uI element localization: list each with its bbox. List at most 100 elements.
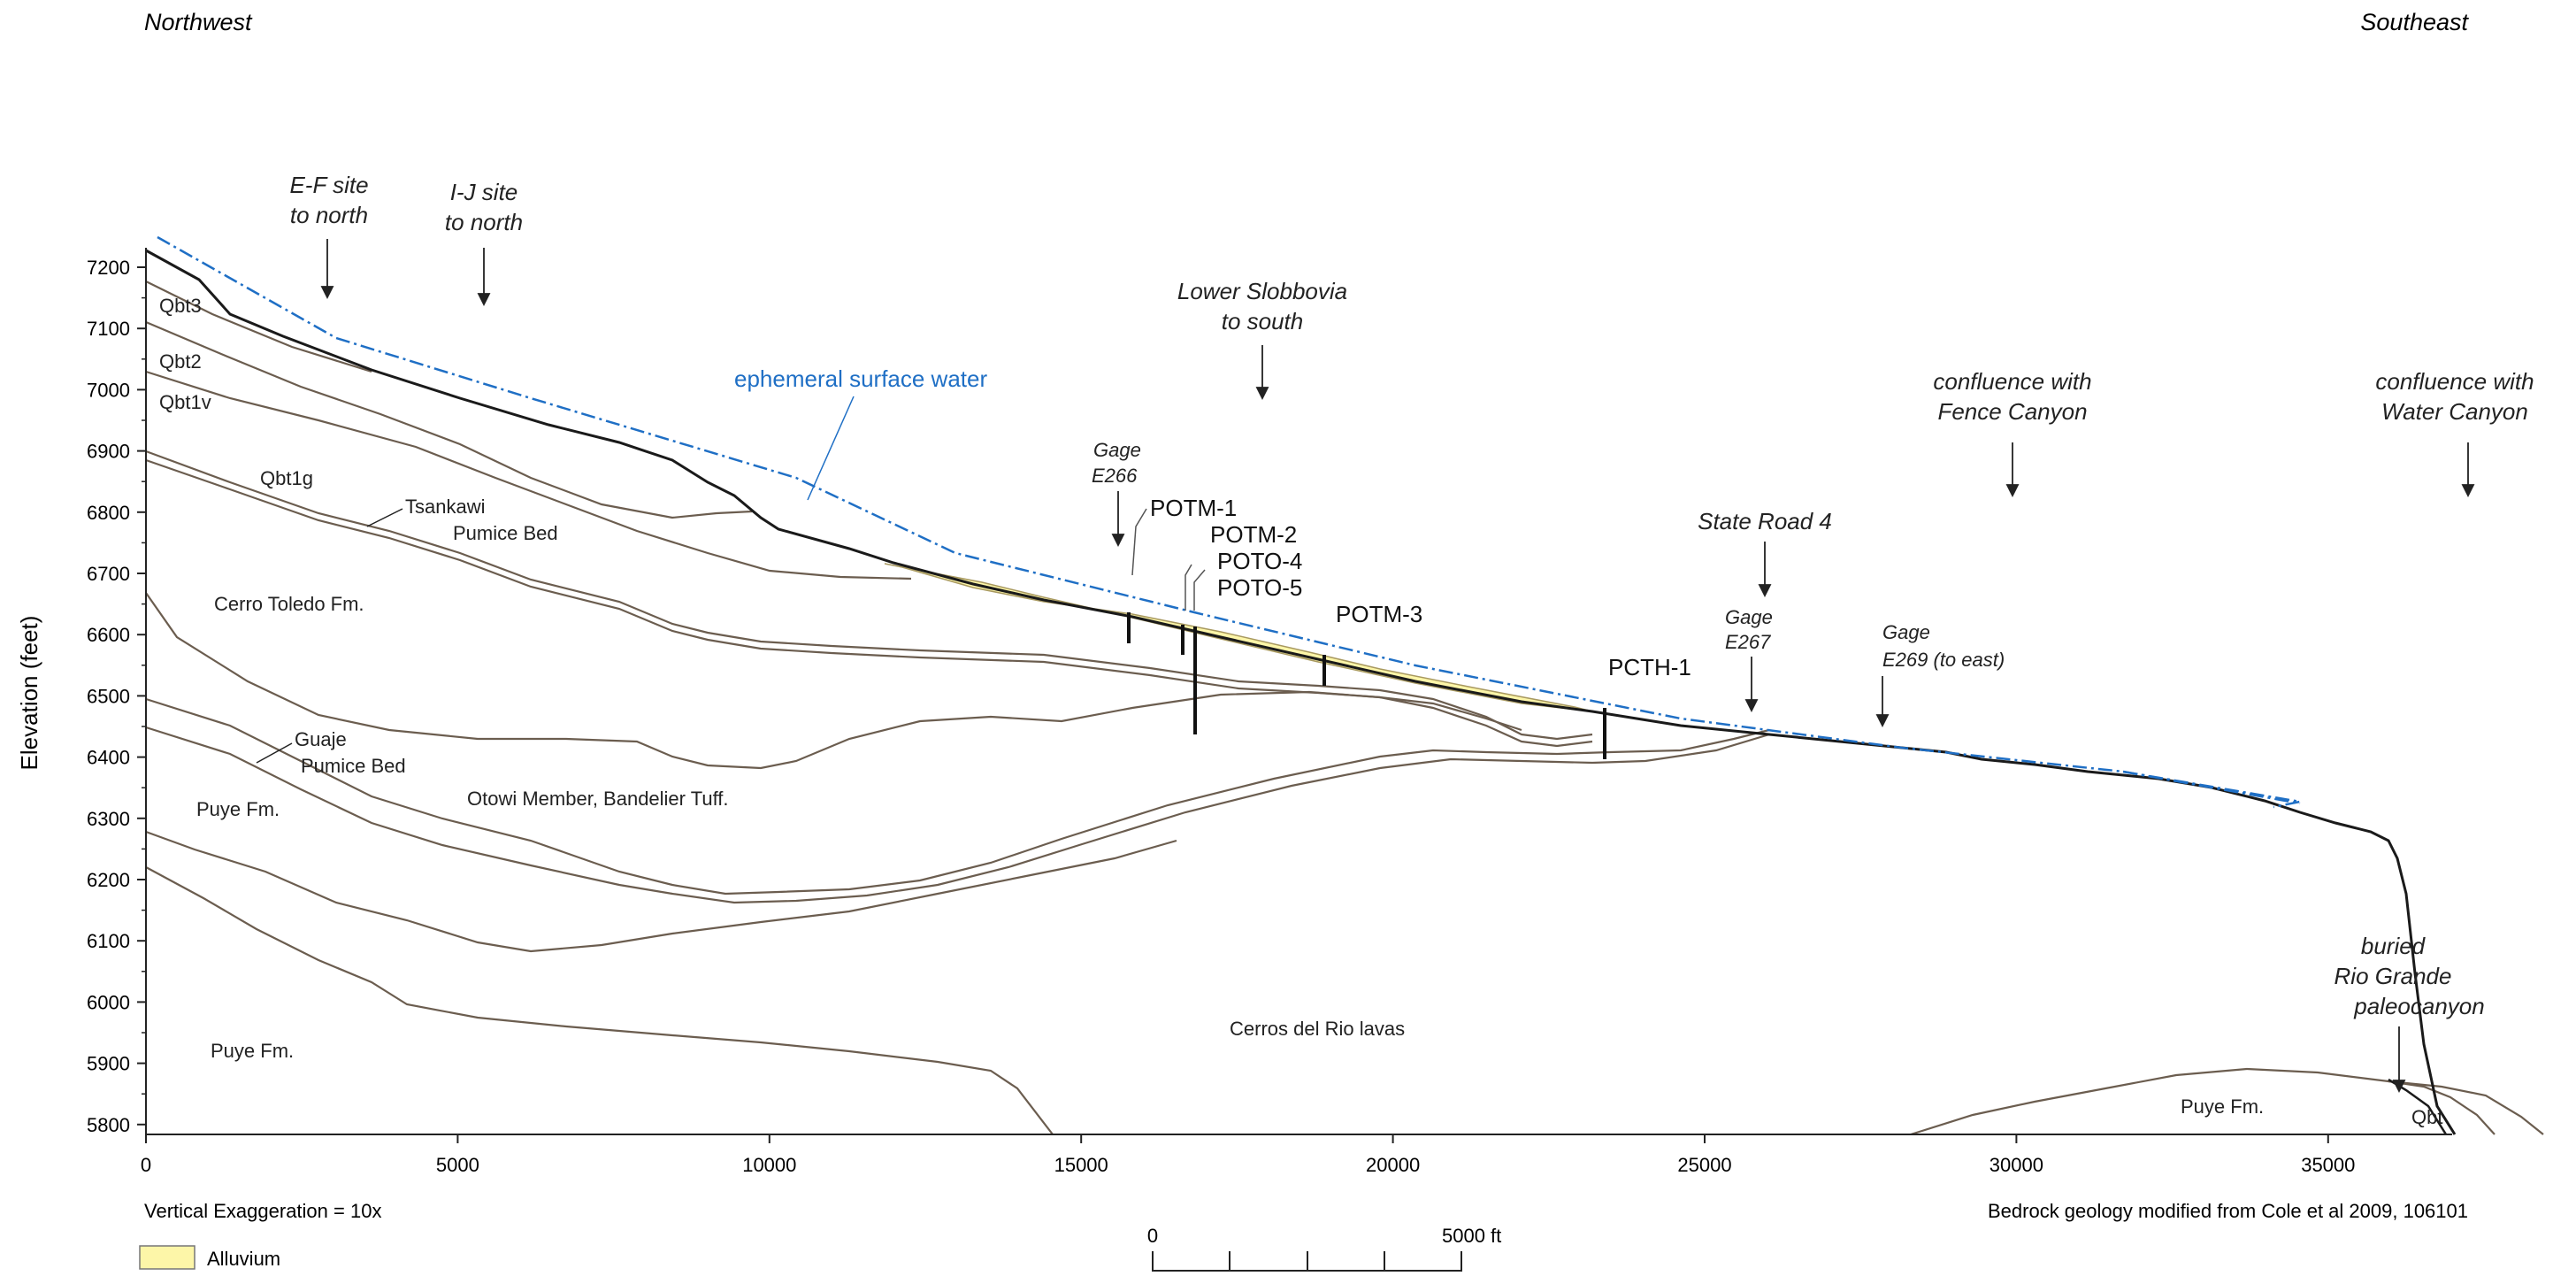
leader-guaje — [256, 742, 293, 764]
arrow-lower-slobbovia-head — [1255, 387, 1269, 401]
x-tick-label: 25000 — [1677, 1154, 1731, 1176]
arrow-gage-e266-head — [1111, 534, 1125, 548]
water-canyon-label-1: confluence with — [2375, 368, 2534, 395]
unit-qbt1v: Qbt1v — [159, 391, 211, 413]
y-tick-label: 6000 — [87, 991, 130, 1013]
unit-tsankawi-2: Pumice Bed — [453, 522, 558, 544]
leader-tsankawi — [366, 508, 403, 527]
legend-alluvium-swatch — [139, 1245, 196, 1270]
state-road-label: State Road 4 — [1698, 508, 1832, 534]
y-tick-label: 7100 — [87, 318, 130, 340]
y-tick-label: 6300 — [87, 808, 130, 830]
gage-e266-label-1: Gage — [1093, 439, 1141, 461]
well-labels: POTM-1 POTM-2 POTO-4 POTO-5 POTM-3 PCTH-… — [1150, 495, 1691, 680]
scale-bar-start: 0 — [1147, 1225, 1158, 1247]
rio-grande-label-2: Rio Grande — [2334, 963, 2452, 989]
well-label-potm1: POTM-1 — [1150, 495, 1237, 521]
surface-water-leader — [807, 396, 855, 501]
y-tick-label: 6800 — [87, 502, 130, 524]
x-tick-label: 5000 — [436, 1154, 479, 1176]
scale-bar — [1152, 1251, 1462, 1272]
surface-water-label: ephemeral surface water — [734, 365, 987, 392]
y-axis-ticks: 7200 7100 7000 6900 6800 6700 6600 6500 6400 6300… — [87, 257, 146, 1136]
contact-puye-upper-base — [145, 866, 1054, 1135]
leader-potm2 — [1184, 564, 1192, 611]
contact-guaje-base — [145, 726, 1770, 904]
unit-qbt2: Qbt2 — [159, 350, 202, 373]
ef-site-label-2: to north — [290, 202, 368, 228]
x-tick-label: 10000 — [742, 1154, 796, 1176]
y-tick-label: 5800 — [87, 1114, 130, 1136]
geology-credit-note: Bedrock geology modified from Cole et al… — [1988, 1200, 2468, 1222]
well-leaders — [1131, 508, 1206, 611]
y-tick-label: 6900 — [87, 441, 130, 463]
y-tick-label: 5900 — [87, 1053, 130, 1075]
unit-puye-upper: Puye Fm. — [196, 798, 280, 820]
y-tick-label: 7000 — [87, 379, 130, 401]
unit-qbt1g: Qbt1g — [260, 467, 313, 489]
northwest-label: Northwest — [144, 9, 253, 35]
gage-e267-label-2: E267 — [1725, 631, 1771, 653]
contact-otowi-base — [145, 830, 1177, 953]
gage-e267-label-1: Gage — [1725, 606, 1773, 628]
contact-cerro-toledo-base — [145, 592, 1522, 770]
y-tick-label: 6100 — [87, 930, 130, 952]
arrow-ij-site-head — [477, 293, 491, 307]
contact-qbt-right — [2388, 1080, 2496, 1135]
contact-qbt2-base — [145, 320, 753, 519]
site-annotations: E-F site to north I-J site to north Lowe… — [289, 172, 2534, 1019]
arrow-gage-e269-head — [1875, 714, 1890, 728]
vertical-exaggeration-note: Vertical Exaggeration = 10x — [144, 1200, 381, 1222]
well-label-potm3: POTM-3 — [1336, 601, 1422, 627]
legend-alluvium-label: Alluvium — [207, 1248, 280, 1270]
well-label-pcth1: PCTH-1 — [1608, 654, 1691, 680]
unit-qbt3: Qbt3 — [159, 295, 202, 317]
arrow-ef-site-head — [320, 286, 334, 300]
contact-guaje-top — [145, 697, 1770, 896]
water-canyon-label-2: Water Canyon — [2381, 398, 2528, 425]
contact-qbt3-base — [145, 281, 372, 373]
x-tick-label: 15000 — [1054, 1154, 1108, 1176]
ij-site-label-1: I-J site — [450, 179, 518, 205]
x-tick-label: 0 — [141, 1154, 151, 1176]
x-tick-label: 35000 — [2301, 1154, 2355, 1176]
arrow-fence-canyon-head — [2005, 484, 2020, 498]
scale-bar-end: 5000 ft — [1442, 1225, 1501, 1247]
annotation-arrows — [320, 239, 2475, 1094]
y-tick-label: 6400 — [87, 747, 130, 769]
gage-e266-label-2: E266 — [1092, 465, 1138, 487]
unit-guaje-1: Guaje — [295, 728, 347, 750]
southeast-label: Southeast — [2360, 9, 2469, 35]
unit-puye-lower: Puye Fm. — [211, 1040, 294, 1062]
arrow-water-canyon-head — [2461, 484, 2475, 498]
unit-puye-right: Puye Fm. — [2181, 1095, 2264, 1118]
geologic-contacts — [145, 281, 2544, 1136]
lower-slobbovia-label-1: Lower Slobbovia — [1177, 278, 1347, 304]
fence-canyon-label-1: confluence with — [1933, 368, 2091, 395]
contact-tsankawi-base — [145, 458, 1593, 748]
y-tick-label: 6500 — [87, 685, 130, 707]
rio-grande-label-3: paleocanyon — [2353, 993, 2484, 1019]
unit-cerros-del-rio: Cerros del Rio lavas — [1230, 1018, 1405, 1040]
lower-slobbovia-label-2: to south — [1222, 308, 1304, 334]
x-axis-ticks: 0 5000 10000 15000 20000 25000 30000 35000 — [141, 1134, 2355, 1176]
ij-site-label-2: to north — [445, 209, 523, 235]
leader-potm1 — [1131, 508, 1147, 576]
arrow-rio-grande-head — [2392, 1080, 2406, 1094]
x-tick-label: 30000 — [1990, 1154, 2043, 1176]
unit-tsankawi-1: Tsankawi — [405, 496, 485, 518]
x-tick-label: 20000 — [1366, 1154, 1420, 1176]
axes — [145, 248, 2452, 1135]
y-tick-label: 7200 — [87, 257, 130, 279]
gage-e269-label-2: E269 (to east) — [1882, 649, 2005, 671]
arrow-state-road-head — [1758, 584, 1772, 598]
well-label-poto4: POTO-4 — [1217, 548, 1302, 574]
contact-qbt1v-base — [145, 370, 912, 580]
well-bores — [1127, 612, 1606, 759]
arrow-gage-e267-head — [1744, 699, 1759, 713]
well-label-poto5: POTO-5 — [1217, 574, 1302, 601]
y-tick-label: 6700 — [87, 563, 130, 585]
y-axis-label: Elevation (feet) — [16, 616, 42, 771]
